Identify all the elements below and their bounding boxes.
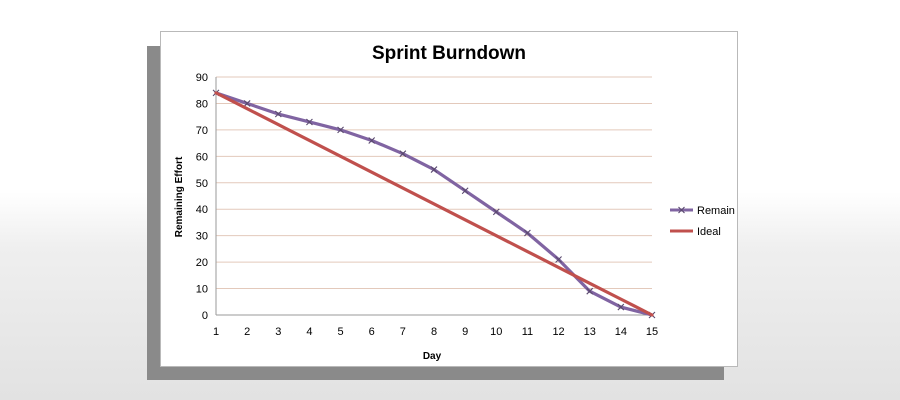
y-tick-label: 10 [196,284,208,296]
y-tick-label: 50 [196,178,208,190]
data-point-remain [430,166,438,173]
x-tick-label: 10 [490,326,502,338]
x-tick-label: 3 [275,326,281,338]
chart-frame: Sprint Burndown 0 10 20 30 40 50 60 70 80 90 1 2 3 4 5… [160,31,738,367]
y-tick-label: 30 [196,231,208,243]
data-point-remain [306,118,313,126]
y-tick-label: 90 [196,72,208,84]
x-tick-label: 5 [338,326,344,338]
x-tick-label: 12 [552,326,564,338]
legend-marker-remain [678,206,685,214]
x-tick-label: 11 [522,326,533,338]
x-tick-label: 6 [369,326,375,338]
y-tick-label: 0 [202,310,208,322]
series-layer [212,89,656,319]
x-tick-label: 7 [400,326,406,338]
x-axis-title: Day [423,351,442,362]
data-point-remain [555,256,562,263]
data-point-remain [368,137,376,144]
data-point-remain [617,303,625,311]
x-tick-label: 4 [306,326,312,338]
legend: Remain Ideal [670,205,735,238]
x-tick-label: 14 [615,326,627,338]
y-tick-label: 70 [196,125,208,137]
legend-label-remain: Remain [697,205,735,217]
x-tick-label: 8 [431,326,437,338]
grid-layer [216,76,652,316]
data-point-remain [399,150,407,158]
x-tick-label: 2 [244,326,250,338]
chart-title: Sprint Burndown [372,43,526,64]
y-tick-label: 40 [196,204,208,216]
x-tick-label: 1 [213,326,219,338]
x-tick-label: 15 [646,326,658,338]
data-point-remain [274,110,282,118]
y-tick-label: 60 [196,151,208,163]
x-tick-label: 9 [462,326,468,338]
data-point-remain [492,208,500,216]
series-line-ideal [214,91,654,317]
y-tick-label: 80 [196,98,208,110]
data-point-remain [524,229,531,237]
y-tick-label: 20 [196,257,208,269]
data-point-remain [337,126,344,134]
x-tick-label: 13 [584,326,596,338]
data-point-remain [243,100,251,107]
legend-label-ideal: Ideal [697,226,721,238]
data-point-remain [586,287,594,295]
y-axis-title: Remaining Effort [174,156,185,237]
data-point-remain [461,187,469,195]
